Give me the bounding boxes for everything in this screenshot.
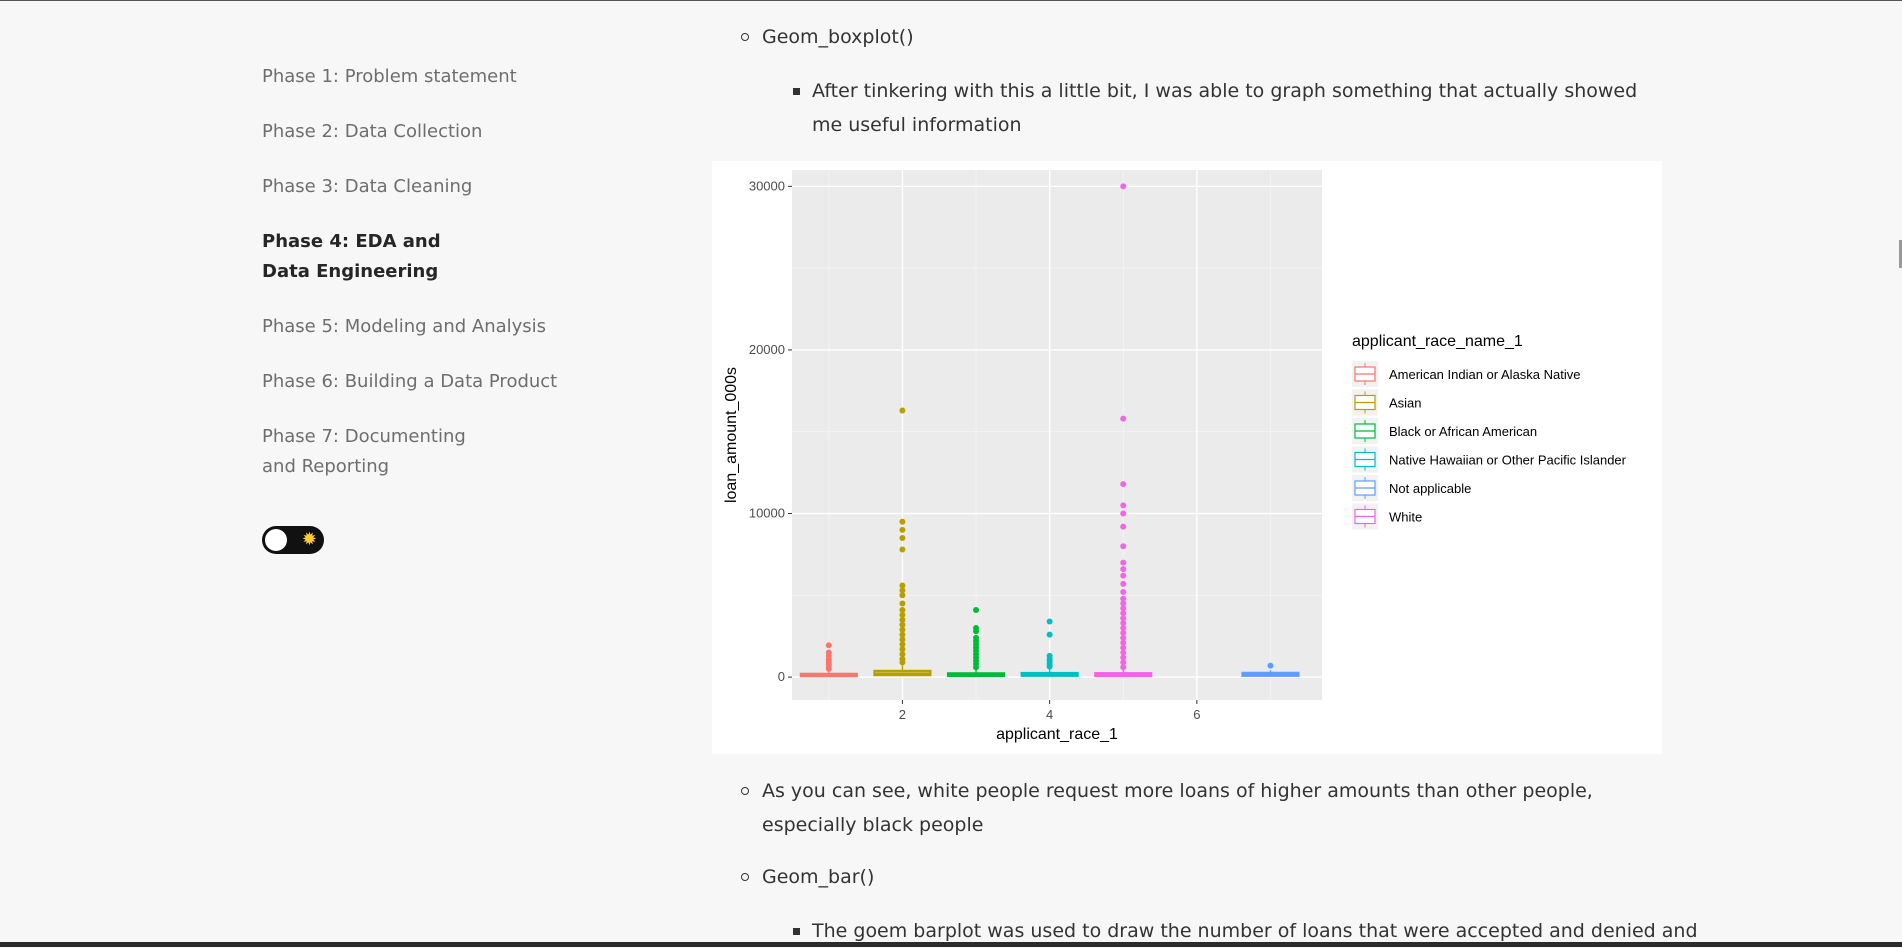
x-tick-label: 4: [1046, 707, 1053, 722]
window-top-border: [0, 0, 1902, 1]
outlier-point: [1267, 662, 1274, 669]
outlier-point: [973, 634, 980, 641]
taskbar-strip: [0, 942, 1902, 947]
outlier-point: [1120, 629, 1127, 636]
sidebar-nav: Phase 1: Problem statement Phase 2: Data…: [262, 62, 562, 507]
y-tick-label: 0: [778, 669, 785, 684]
outlier-point: [1120, 605, 1127, 612]
sidebar-item-phase-1[interactable]: Phase 1: Problem statement: [262, 66, 517, 87]
x-tick-label: 2: [899, 707, 906, 722]
outlier-point: [1120, 610, 1127, 617]
outlier-point: [899, 526, 906, 533]
outlier-point: [899, 646, 906, 653]
outlier-point: [899, 592, 906, 599]
outlier-point: [1120, 572, 1127, 579]
outlier-point: [1120, 634, 1127, 641]
outlier-point: [899, 546, 906, 553]
outlier-point: [1120, 595, 1127, 602]
outlier-point: [825, 642, 832, 649]
outlier-point: [899, 535, 906, 542]
outlier-point: [899, 582, 906, 589]
outlier-point: [899, 636, 906, 643]
x-tick-label: 6: [1193, 707, 1200, 722]
outlier-point: [1120, 620, 1127, 627]
sidebar-item-phase-6[interactable]: Phase 6: Building a Data Product: [262, 371, 558, 392]
x-axis-title: applicant_race_1: [996, 726, 1118, 743]
list-item-boxplot-note: After tinkering with this a little bit, …: [793, 74, 1652, 142]
outlier-point: [1120, 664, 1127, 671]
outlier-point: [1120, 523, 1127, 530]
legend-entry-label: American Indian or Alaska Native: [1389, 367, 1580, 382]
sidebar-item-phase-7[interactable]: Phase 7: Documenting and Reporting: [262, 426, 466, 477]
outlier-point: [899, 600, 906, 607]
outlier-point: [899, 407, 906, 414]
y-tick-label: 10000: [749, 506, 785, 521]
outlier-point: [1046, 652, 1053, 659]
outlier-point: [1120, 589, 1127, 596]
legend-entry-label: Not applicable: [1389, 481, 1471, 496]
y-axis-title: loan_amount_000s: [723, 367, 740, 503]
sidebar-item-phase-5[interactable]: Phase 5: Modeling and Analysis: [262, 316, 547, 337]
sidebar-item-phase-3[interactable]: Phase 3: Data Cleaning: [262, 176, 473, 197]
boxplot-chart: 0 10000 20000 30000 2 4 6 applicant_race_1 loan_…: [723, 170, 1627, 743]
outlier-point: [899, 626, 906, 633]
outlier-point: [1120, 415, 1127, 422]
theme-toggle[interactable]: ✹: [262, 526, 324, 554]
outlier-point: [899, 656, 906, 663]
sun-icon: ✹: [301, 529, 317, 550]
outlier-point: [1120, 659, 1127, 666]
outlier-point: [899, 607, 906, 614]
outlier-point: [1120, 510, 1127, 517]
outlier-point: [1120, 183, 1127, 190]
outlier-point: [1120, 481, 1127, 488]
outlier-point: [1120, 649, 1127, 656]
legend-entry-label: White: [1389, 510, 1422, 525]
list-item-bar-note: The goem barplot was used to draw the nu…: [793, 914, 1698, 948]
outlier-point: [899, 616, 906, 623]
sidebar-item-phase-2[interactable]: Phase 2: Data Collection: [262, 121, 483, 142]
outlier-point: [1120, 615, 1127, 622]
outlier-point: [973, 607, 980, 614]
outlier-point: [899, 621, 906, 628]
outlier-point: [899, 587, 906, 594]
legend-entry-label: Native Hawaiian or Other Pacific Islande…: [1389, 453, 1627, 468]
outlier-point: [1120, 600, 1127, 607]
list-item-geom-boxplot: Geom_boxplot(): [741, 20, 914, 54]
outlier-point: [899, 611, 906, 618]
legend-entry-label: Asian: [1389, 396, 1422, 411]
outlier-point: [1120, 625, 1127, 632]
outlier-point: [899, 631, 906, 638]
outlier-point: [1120, 502, 1127, 509]
plot-panel: [792, 170, 1322, 700]
outlier-point: [1120, 654, 1127, 661]
toggle-knob: [265, 529, 287, 551]
legend-entry-label: Black or African American: [1389, 424, 1537, 439]
outlier-point: [1046, 618, 1053, 625]
outlier-point: [1120, 566, 1127, 573]
outlier-point: [1120, 639, 1127, 646]
outlier-point: [1120, 644, 1127, 651]
y-tick-label: 20000: [749, 342, 785, 357]
y-tick-label: 30000: [749, 178, 785, 193]
legend-title: applicant_race_name_1: [1352, 333, 1523, 350]
outlier-point: [973, 625, 980, 632]
list-item-geom-bar: Geom_bar(): [740, 860, 874, 894]
sidebar-item-phase-4[interactable]: Phase 4: EDA and Data Engineering: [262, 231, 441, 282]
outlier-point: [1046, 631, 1053, 638]
scrollbar-marker[interactable]: [1899, 240, 1902, 268]
boxplot-chart-image: 0 10000 20000 30000 2 4 6 applicant_race_1 loan_…: [712, 161, 1662, 754]
outlier-point: [1120, 559, 1127, 566]
outlier-point: [1120, 580, 1127, 587]
outlier-point: [1120, 543, 1127, 550]
outlier-point: [899, 651, 906, 658]
outlier-point: [899, 518, 906, 525]
outlier-point: [825, 649, 832, 656]
list-item-observation: As you can see, white people request mor…: [741, 774, 1662, 842]
outlier-point: [899, 641, 906, 648]
